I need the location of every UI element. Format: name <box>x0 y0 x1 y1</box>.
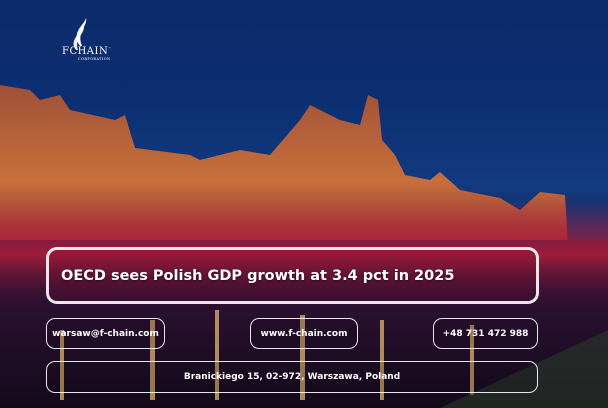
website-box[interactable]: www.f-chain.com <box>250 318 358 349</box>
phone-number[interactable]: +48 731 472 988 <box>442 328 529 339</box>
email-box[interactable]: warsaw@f-chain.com <box>46 318 165 349</box>
headline-box: OECD sees Polish GDP growth at 3.4 pct i… <box>46 247 539 304</box>
headline: OECD sees Polish GDP growth at 3.4 pct i… <box>61 267 455 284</box>
email-link[interactable]: warsaw@f-chain.com <box>52 328 159 339</box>
fchain-logo-icon <box>73 18 87 50</box>
phone-box[interactable]: +48 731 472 988 <box>433 318 538 349</box>
website-link[interactable]: www.f-chain.com <box>260 328 348 339</box>
address-box: Branickiego 15, 02-972, Warszawa, Poland <box>46 361 538 393</box>
address: Branickiego 15, 02-972, Warszawa, Poland <box>183 372 401 382</box>
brand-subtitle: CORPORATION <box>78 57 111 61</box>
brand-name: FCHAIN™ <box>62 46 112 57</box>
